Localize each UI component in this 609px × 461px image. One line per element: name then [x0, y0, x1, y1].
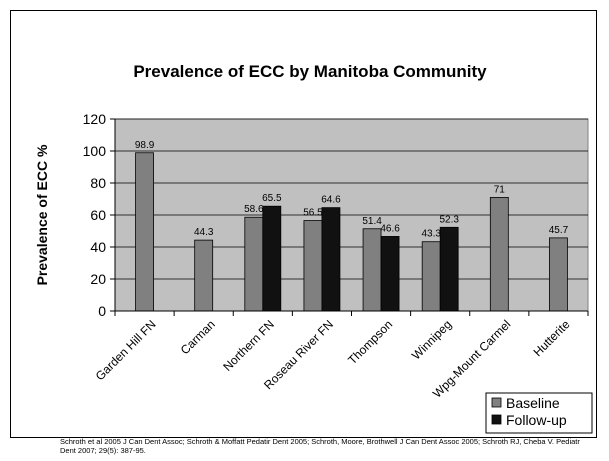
x-tick-label: Thompson: [345, 317, 395, 367]
x-tick-label: Northern FN: [220, 317, 277, 374]
bar-baseline: [194, 239, 214, 312]
bar-follow-up: [262, 205, 282, 312]
chart-title: Prevalence of ECC by Manitoba Community: [133, 62, 487, 81]
data-labels: 98.9 44.3 58.665.5 56.5 64.6 51.446.6 43.3 52.3…: [135, 140, 569, 240]
y-tick-label: 120: [83, 111, 107, 127]
data-label: 71: [494, 184, 506, 195]
y-tick-label: 60: [90, 207, 106, 223]
y-axis-ticks: 0 20 40 60 80 100 120: [83, 111, 115, 319]
x-tick-label: Hutterite: [531, 317, 573, 359]
data-label: 98.9: [135, 140, 155, 151]
legend-box: [485, 392, 593, 434]
y-tick-label: 20: [90, 271, 106, 287]
y-tick-label: 100: [83, 143, 107, 159]
data-label: 56.5: [303, 208, 323, 219]
grid-lines: [115, 118, 588, 280]
legend-label: Follow-up: [506, 412, 567, 428]
bar-baseline: [489, 196, 509, 312]
x-tick-label: Winnipeg: [409, 317, 454, 362]
data-label: 45.7: [549, 225, 569, 236]
bar-baseline: [362, 228, 382, 312]
bar-follow-up: [439, 226, 459, 312]
y-tick-label: 80: [90, 175, 106, 191]
data-label: 51.4: [362, 216, 382, 227]
legend-swatch: [491, 414, 502, 425]
data-label: 43.3: [421, 229, 441, 240]
bar-baseline: [303, 220, 323, 312]
bar-baseline: [135, 152, 154, 312]
bar-follow-up: [380, 236, 400, 312]
data-label: 58.6: [244, 204, 264, 215]
bar-baseline: [421, 241, 441, 312]
data-label: 44.3: [194, 227, 214, 238]
legend-label: Baseline: [506, 395, 560, 411]
y-tick-label: 40: [90, 239, 106, 255]
data-label: 64.6: [321, 195, 341, 206]
data-label: 46.6: [380, 223, 400, 234]
y-tick-label: 0: [98, 303, 106, 319]
x-tick-label: Garden Hill FN: [93, 317, 159, 383]
bar-baseline: [244, 216, 264, 312]
data-label: 65.5: [262, 193, 282, 204]
x-tick-label: Carman: [178, 317, 218, 357]
bars: [135, 152, 568, 312]
bar-follow-up: [321, 207, 341, 312]
y-axis-title: Prevalence of ECC %: [34, 144, 50, 285]
legend-swatch: [491, 397, 502, 408]
citation: Schroth et al 2005 J Can Dent Assoc; Sch…: [60, 437, 580, 455]
data-label: 52.3: [439, 214, 459, 225]
bar-baseline: [549, 237, 568, 312]
